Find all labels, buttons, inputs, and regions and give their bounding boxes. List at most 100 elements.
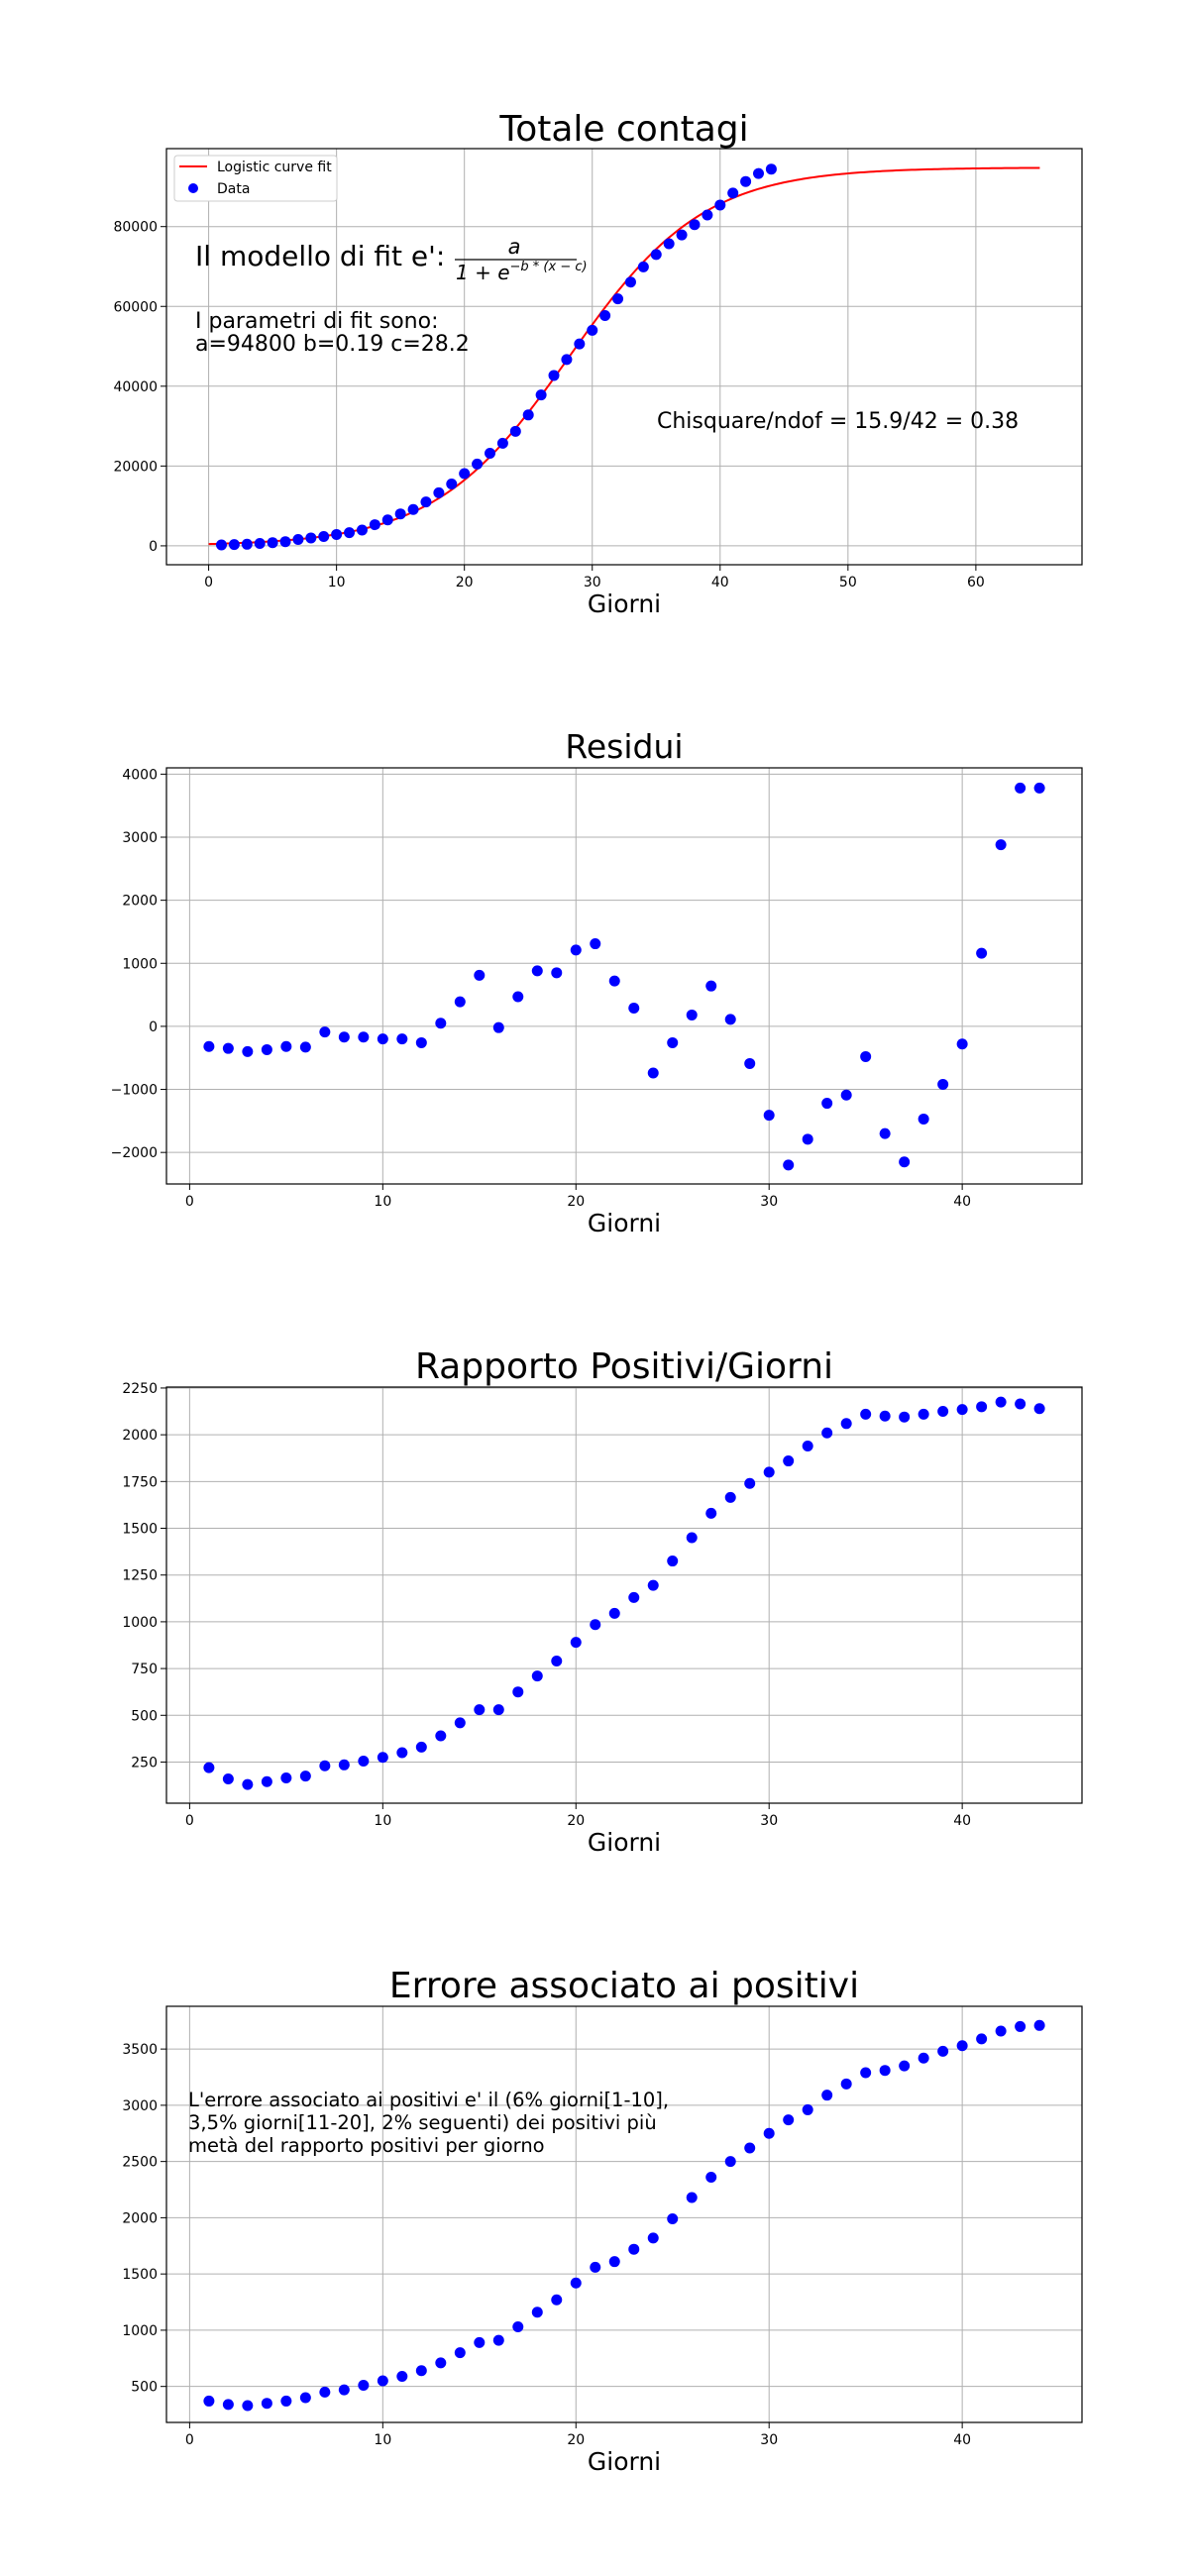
data-point xyxy=(222,1042,234,1054)
chart-errore-associato: Errore associato ai positivi 0 10 20 30 40 50… xyxy=(122,1966,1083,2476)
error-note-line-2: 3,5% giorni[11-20], 2% seguenti) dei pos… xyxy=(188,2111,657,2134)
data-point xyxy=(222,1772,234,1784)
data-point xyxy=(1015,782,1027,794)
data-point xyxy=(956,1038,968,1050)
chart-title: Errore associato ai positivi xyxy=(389,1966,859,2006)
data-point xyxy=(512,1686,524,1698)
data-point xyxy=(280,1040,292,1052)
y-tick-label: 3500 xyxy=(122,2042,158,2058)
data-point xyxy=(1033,2019,1045,2031)
data-point xyxy=(551,967,563,979)
data-point xyxy=(242,1778,254,1790)
y-tick-label: 2000 xyxy=(122,894,158,910)
y-tick-label: 2500 xyxy=(122,2155,158,2171)
data-point xyxy=(647,2232,659,2244)
data-point xyxy=(369,519,380,531)
axis-ticks: 0 10 20 30 40 50 60 0 20000 40000 60000 80000 xyxy=(113,220,984,590)
y-tick-label: 0 xyxy=(149,1020,158,1035)
data-point xyxy=(727,187,739,199)
data-point xyxy=(215,539,227,551)
data-point xyxy=(647,1067,659,1079)
y-tick-label: −1000 xyxy=(111,1083,158,1099)
data-point xyxy=(879,1410,891,1422)
y-tick-label: 3000 xyxy=(122,830,158,846)
plot-frame xyxy=(165,1386,1083,1804)
data-point xyxy=(1033,782,1045,794)
x-tick-label: 10 xyxy=(328,575,346,590)
data-point xyxy=(637,261,649,272)
y-tick-label: 20000 xyxy=(113,459,158,475)
data-point xyxy=(292,533,304,545)
data-point xyxy=(937,1406,949,1418)
y-tick-label: 750 xyxy=(131,1662,158,1677)
data-point xyxy=(512,2321,524,2333)
data-point xyxy=(753,167,764,179)
y-tick-label: 1750 xyxy=(122,1474,158,1490)
data-point xyxy=(338,2384,350,2396)
x-tick-label: 30 xyxy=(584,575,601,590)
y-tick-label: 500 xyxy=(131,1708,158,1724)
data-point xyxy=(280,2395,292,2407)
data-point xyxy=(705,980,717,992)
plot-frame xyxy=(165,148,1083,566)
data-point xyxy=(995,2025,1007,2037)
data-point xyxy=(261,1043,272,1055)
legend-label-data: Data xyxy=(217,181,250,197)
data-point xyxy=(740,175,752,187)
data-point xyxy=(650,249,662,261)
data-point xyxy=(531,1670,543,1682)
y-tick-label: 1500 xyxy=(122,2267,158,2283)
legend-marker-swatch xyxy=(188,183,198,193)
data-series xyxy=(203,2019,1045,2412)
data-point xyxy=(899,1156,911,1168)
data-point xyxy=(976,947,988,959)
y-tick-label: 2000 xyxy=(122,2210,158,2226)
y-tick-label: 1000 xyxy=(122,1615,158,1631)
data-point xyxy=(899,2060,911,2072)
legend-label-fit: Logistic curve fit xyxy=(217,160,332,175)
chart-title: Residui xyxy=(565,727,683,766)
y-tick-label: −2000 xyxy=(111,1145,158,1161)
data-point xyxy=(783,1455,795,1467)
data-point xyxy=(319,1026,331,1038)
data-point xyxy=(396,1747,408,1759)
data-point xyxy=(551,2294,563,2306)
data-point xyxy=(956,2040,968,2052)
chart-residui: Residui 0 10 20 30 40 −2000 −1000 0 1000 2000 3000… xyxy=(111,727,1083,1237)
data-point xyxy=(686,2192,698,2203)
formula-prefix: Il modello di fit e': xyxy=(195,240,445,272)
data-point xyxy=(976,1401,988,1413)
data-point xyxy=(433,486,445,498)
data-point xyxy=(492,1021,504,1033)
x-axis-label: Giorni xyxy=(588,1209,661,1237)
data-point xyxy=(937,2045,949,2057)
plot-frame xyxy=(165,767,1083,1185)
x-tick-label: 10 xyxy=(374,2432,391,2448)
data-point xyxy=(299,1041,311,1053)
data-point xyxy=(435,1018,447,1029)
data-point xyxy=(937,1078,949,1090)
y-tick-label: 1000 xyxy=(122,2323,158,2339)
data-point xyxy=(222,2399,234,2411)
data-point xyxy=(381,514,393,526)
data-point xyxy=(574,338,586,350)
data-point xyxy=(724,1014,736,1025)
y-tick-label: 1250 xyxy=(122,1568,158,1584)
data-point xyxy=(647,1579,659,1591)
data-point xyxy=(299,1771,311,1782)
data-point xyxy=(377,2375,388,2387)
data-point xyxy=(714,199,726,211)
data-point xyxy=(492,2334,504,2346)
data-point xyxy=(744,1057,756,1069)
chart-title: Rapporto Positivi/Giorni xyxy=(415,1346,833,1387)
data-point xyxy=(918,1113,929,1125)
x-tick-label: 30 xyxy=(760,1813,778,1829)
x-tick-label: 10 xyxy=(374,1813,391,1829)
data-point xyxy=(590,1619,601,1631)
data-point xyxy=(956,1404,968,1416)
data-point xyxy=(590,938,601,950)
x-tick-label: 40 xyxy=(711,575,729,590)
data-point xyxy=(492,1704,504,1716)
data-point xyxy=(840,1418,852,1430)
